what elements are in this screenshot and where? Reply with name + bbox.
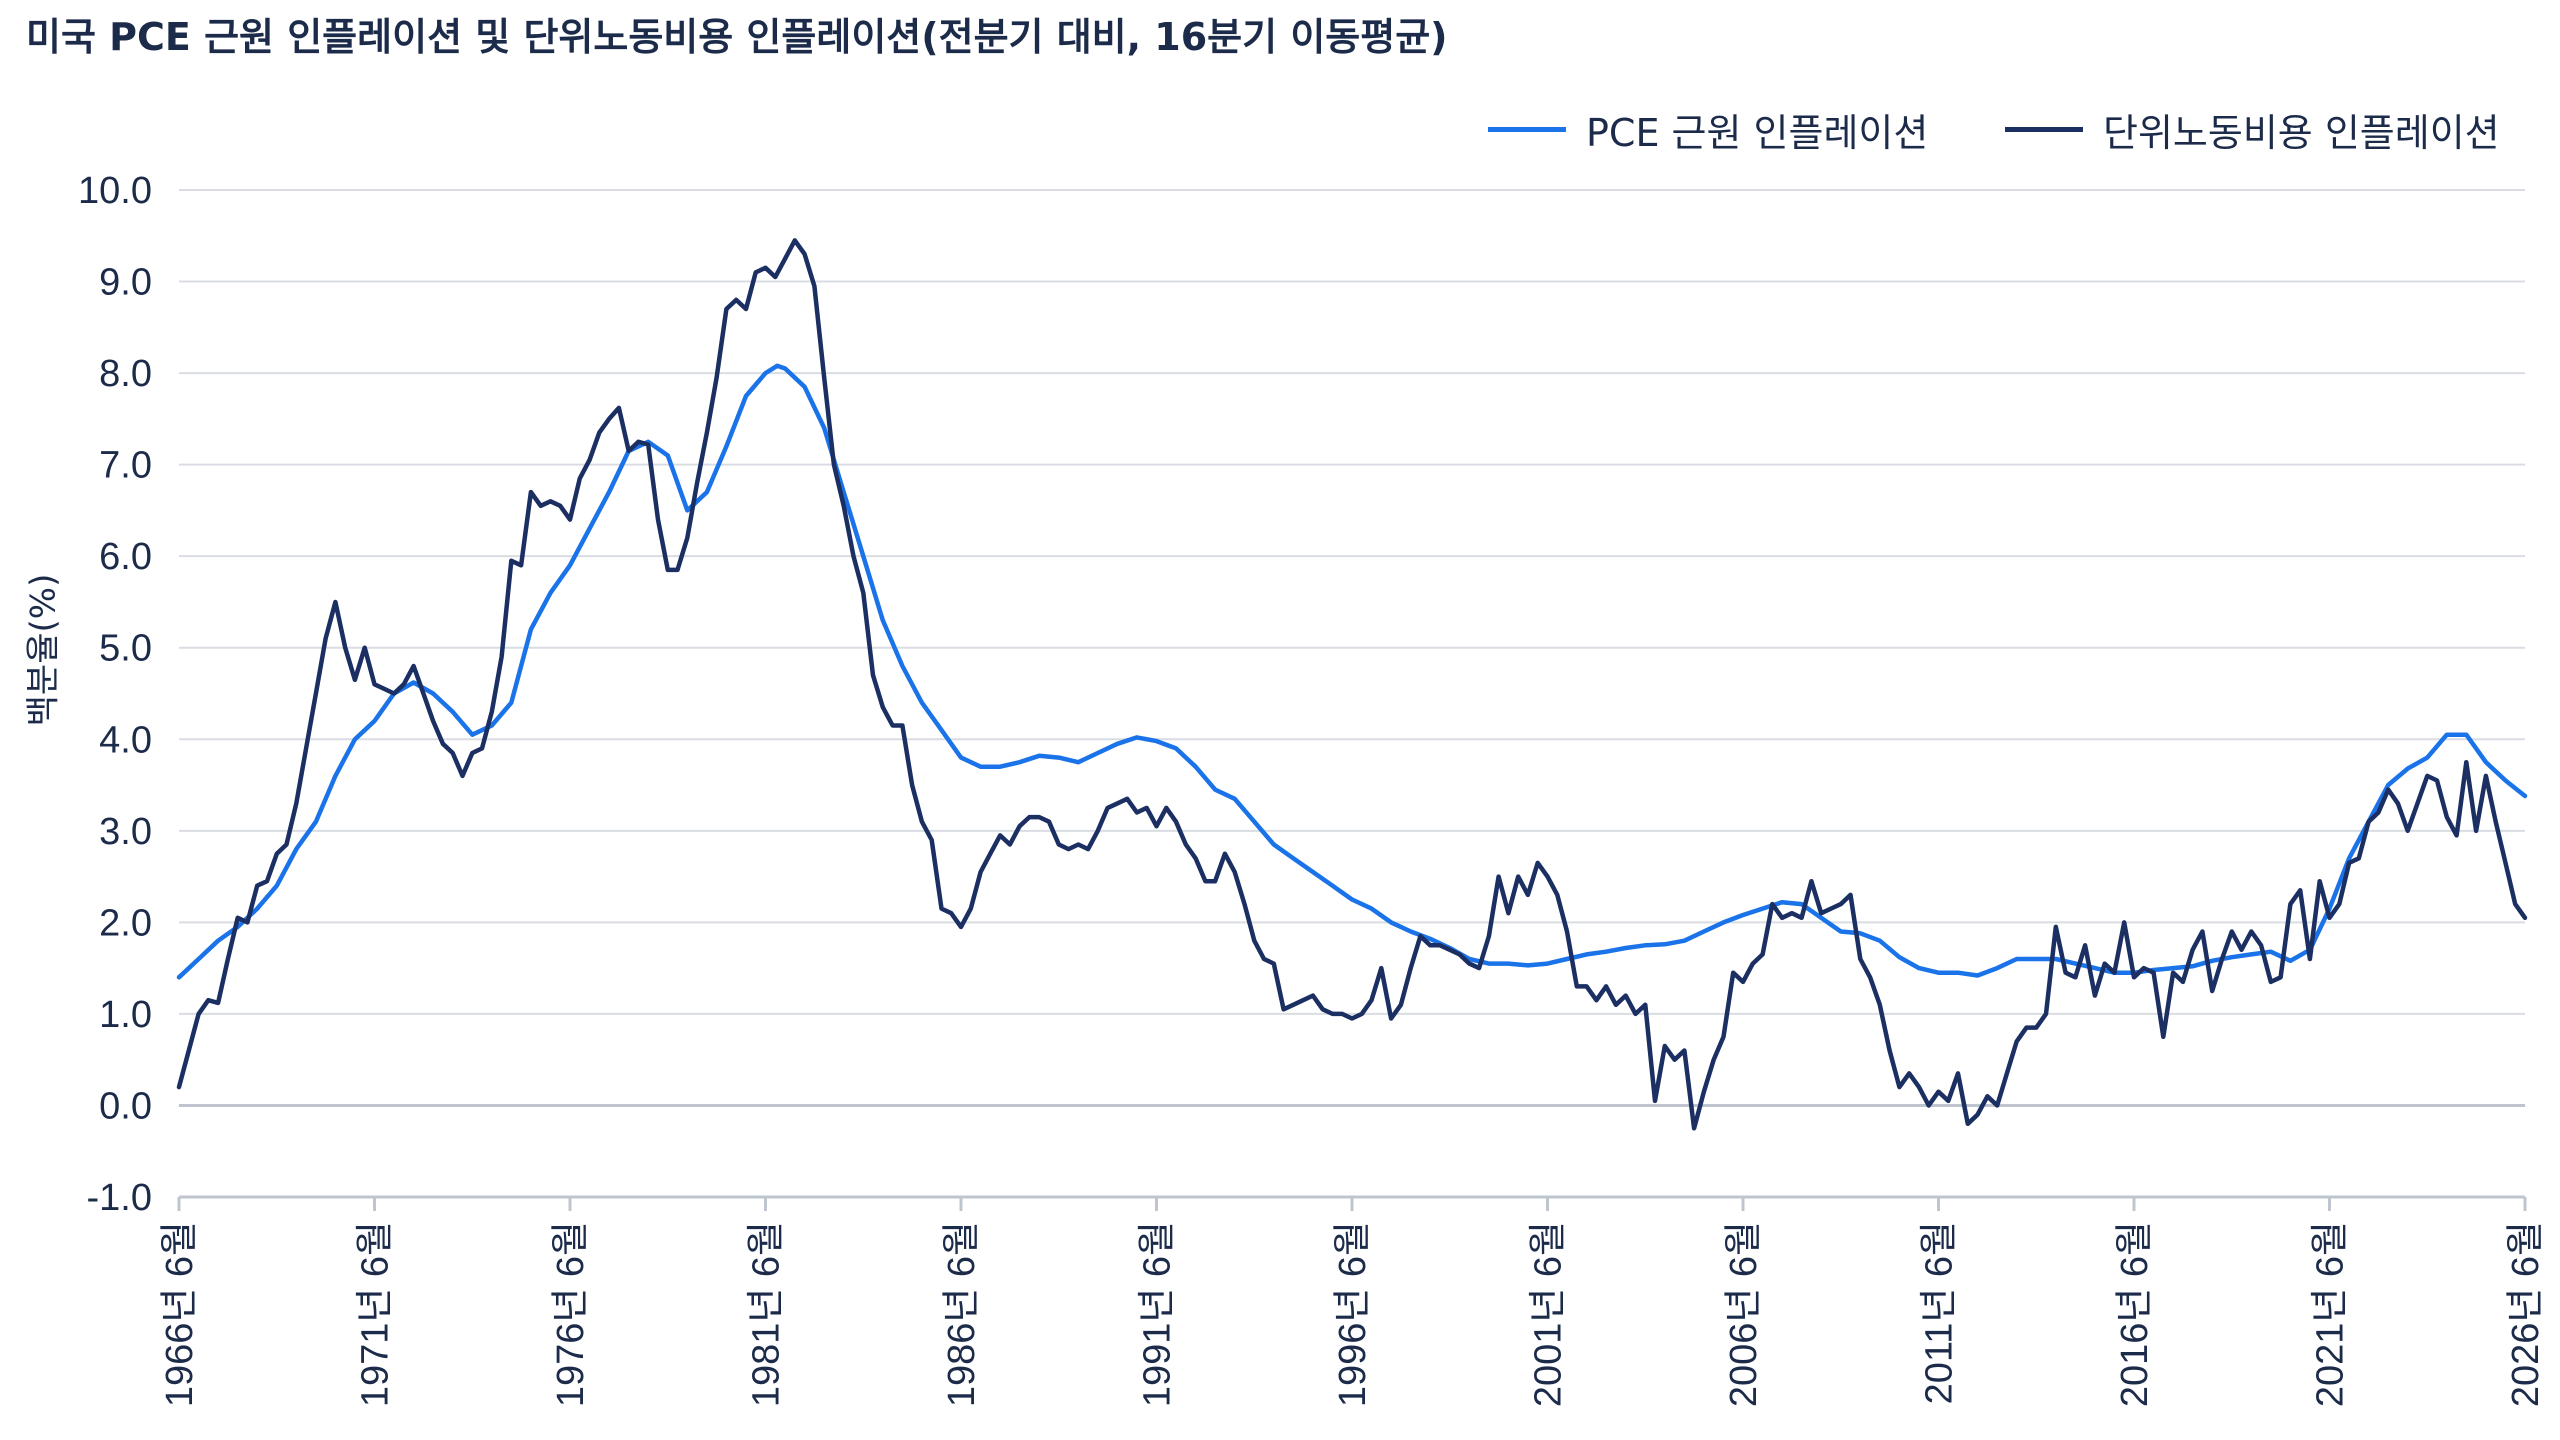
y-tick-label: 2.0 bbox=[99, 902, 152, 944]
x-tick-label: 2016년 6월 bbox=[2114, 1221, 2156, 1407]
y-tick-label: 0.0 bbox=[99, 1085, 152, 1127]
series-line-ulc bbox=[176, 238, 2528, 1131]
legend-item-pce: PCE 근원 인플레이션 bbox=[1488, 102, 1928, 157]
x-tick-label: 1966년 6월 bbox=[159, 1221, 201, 1407]
x-tick-label: 1986년 6월 bbox=[941, 1221, 983, 1407]
y-tick-label: 7.0 bbox=[99, 445, 152, 487]
x-tick-label: 1981년 6월 bbox=[746, 1221, 788, 1407]
chart-title: 미국 PCE 근원 인플레이션 및 단위노동비용 인플레이션(전분기 대비, 1… bbox=[26, 15, 1448, 59]
x-tick-label: 1991년 6월 bbox=[1137, 1221, 1179, 1407]
legend-swatch-pce bbox=[1488, 127, 1566, 132]
x-tick-label: 2021년 6월 bbox=[2310, 1221, 2352, 1407]
x-tick-label: 1976년 6월 bbox=[550, 1221, 592, 1407]
x-tick-label: 1996년 6월 bbox=[1332, 1221, 1374, 1407]
y-tick-label: -1.0 bbox=[87, 1177, 152, 1219]
x-tick-label: 2011년 6월 bbox=[1919, 1221, 1961, 1404]
x-tick-label: 2006년 6월 bbox=[1723, 1221, 1765, 1407]
x-tick-label: 1971년 6월 bbox=[355, 1221, 397, 1407]
legend-item-ulc: 단위노동비용 인플레이션 bbox=[2005, 102, 2500, 157]
x-tick-label: 2001년 6월 bbox=[1528, 1221, 1570, 1407]
y-tick-label: 6.0 bbox=[99, 536, 152, 578]
y-tick-labels: -1.0 0.0 1.0 2.0 3.0 4.0 5.0 6.0 7.0 8.0 9.0 10.0 bbox=[78, 170, 152, 1219]
y-tick-label: 5.0 bbox=[99, 628, 152, 670]
x-axis: 1966년 6월 1971년 6월 1976년 6월 1981년 6월 1986년 6월… bbox=[159, 1195, 2547, 1407]
y-tick-label: 10.0 bbox=[78, 170, 152, 212]
series-line-pce bbox=[176, 363, 2528, 980]
series-lines bbox=[176, 238, 2528, 1131]
y-tick-label: 8.0 bbox=[99, 353, 152, 395]
y-tick-label: 9.0 bbox=[99, 262, 152, 304]
legend-swatch-ulc bbox=[2005, 127, 2083, 132]
legend-label-pce: PCE 근원 인플레이션 bbox=[1586, 111, 1929, 155]
y-tick-label: 4.0 bbox=[99, 719, 152, 761]
y-tick-label: 1.0 bbox=[99, 994, 152, 1036]
x-tick-label: 2026년 6월 bbox=[2505, 1221, 2547, 1407]
grid-lines bbox=[179, 189, 2525, 1198]
y-tick-label: 3.0 bbox=[99, 811, 152, 853]
legend-label-ulc: 단위노동비용 인플레이션 bbox=[2103, 111, 2500, 155]
